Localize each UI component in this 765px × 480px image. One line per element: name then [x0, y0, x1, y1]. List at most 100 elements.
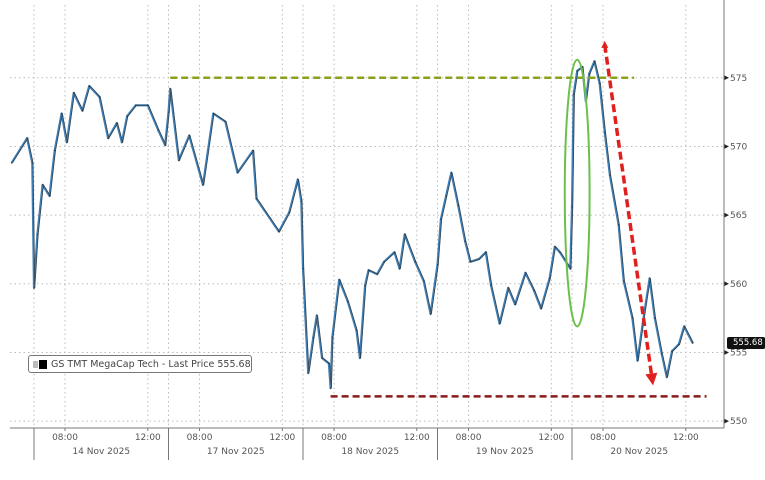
- data-point: [255, 198, 258, 200]
- data-point: [164, 144, 166, 146]
- data-point: [33, 287, 35, 289]
- data-point: [288, 211, 290, 213]
- legend-swatch: [39, 359, 47, 369]
- data-point: [490, 284, 492, 286]
- data-point: [671, 350, 673, 352]
- data-point: [683, 325, 685, 327]
- data-point: [212, 112, 214, 115]
- price-line-shadow: [12, 60, 694, 389]
- data-point: [60, 112, 63, 115]
- data-point: [576, 70, 578, 72]
- axes: 550 555 560 565 570 575 08:00 12:00 14 Nov 2025 0…: [10, 0, 747, 460]
- data-point: [631, 317, 633, 319]
- data-point: [524, 272, 527, 274]
- data-point: [609, 174, 611, 176]
- x-tick-label: 12:00: [404, 433, 430, 443]
- data-point: [598, 82, 601, 84]
- data-point: [588, 73, 590, 75]
- data-point: [507, 287, 509, 289]
- data-point: [604, 132, 606, 134]
- data-point: [157, 129, 159, 131]
- data-point: [26, 137, 28, 139]
- data-point: [355, 329, 358, 332]
- data-point: [224, 121, 227, 123]
- data-point: [329, 387, 332, 389]
- x-tick-label: 08:00: [187, 433, 213, 443]
- data-point: [440, 218, 442, 220]
- y-tick-label: 565: [730, 211, 747, 221]
- legend-label: GS TMT MegaCap Tech - Last Price 555.68: [51, 358, 251, 370]
- data-point: [316, 314, 318, 316]
- data-point: [654, 317, 656, 319]
- data-point: [307, 372, 309, 374]
- data-point: [36, 233, 39, 235]
- data-point: [338, 279, 340, 281]
- y-tick-mark: [724, 349, 729, 355]
- x-day-label: 18 Nov 2025: [341, 447, 399, 457]
- x-day-label: 14 Nov 2025: [72, 447, 130, 457]
- data-point: [147, 104, 149, 106]
- legend-swatch-small: [33, 360, 38, 368]
- data-point: [88, 85, 90, 87]
- data-point: [548, 277, 551, 279]
- data-point: [300, 200, 302, 202]
- last-price-tag: 555.68: [727, 337, 765, 349]
- data-point: [98, 96, 101, 98]
- data-point: [302, 268, 304, 270]
- x-day-label: 20 Nov 2025: [610, 447, 668, 457]
- x-tick-label: 08:00: [456, 433, 482, 443]
- data-point: [188, 134, 190, 137]
- data-point: [10, 162, 13, 164]
- data-point: [383, 261, 385, 263]
- data-point: [430, 313, 432, 315]
- data-point: [54, 149, 56, 152]
- data-point: [559, 251, 561, 253]
- y-tick-mark: [724, 281, 729, 287]
- data-point: [571, 206, 573, 208]
- data-point: [312, 336, 314, 338]
- data-point: [81, 110, 83, 112]
- arrow-tail-marker: [601, 40, 609, 48]
- y-tick-mark: [724, 418, 729, 424]
- data-point: [450, 171, 452, 174]
- data-point: [398, 268, 401, 270]
- data-point: [498, 323, 501, 325]
- data-point: [169, 88, 171, 90]
- data-point: [278, 231, 280, 233]
- data-point: [364, 284, 366, 286]
- data-point: [135, 104, 137, 106]
- x-tick-label: 12:00: [538, 433, 564, 443]
- data-point: [347, 301, 349, 303]
- y-tick-label: 575: [730, 74, 747, 84]
- x-day-label: 19 Nov 2025: [476, 447, 534, 457]
- data-point: [540, 307, 542, 310]
- x-tick-label: 08:00: [590, 433, 616, 443]
- data-point: [376, 273, 378, 275]
- data-point: [328, 362, 330, 365]
- data-point: [178, 159, 180, 161]
- data-point: [636, 360, 639, 362]
- data-point: [569, 268, 571, 270]
- data-point: [445, 195, 447, 197]
- data-point: [236, 171, 239, 174]
- data-point: [331, 336, 333, 338]
- data-point: [393, 251, 395, 253]
- data-point: [533, 290, 535, 292]
- data-point: [661, 353, 663, 355]
- y-tick-mark: [724, 212, 729, 218]
- down-arrow-shaft: [603, 44, 654, 374]
- data-point: [367, 269, 370, 271]
- annotations: [170, 40, 707, 398]
- data-point: [48, 195, 51, 197]
- data-point: [202, 184, 204, 186]
- y-tick-mark: [724, 143, 729, 149]
- data-point: [73, 92, 75, 94]
- data-point: [404, 233, 406, 235]
- data-point: [423, 280, 425, 282]
- data-point: [648, 277, 651, 279]
- data-point: [107, 137, 109, 139]
- y-tick-label: 560: [730, 280, 747, 290]
- data-point: [42, 184, 44, 186]
- data-point: [321, 357, 323, 359]
- data-point: [485, 251, 487, 253]
